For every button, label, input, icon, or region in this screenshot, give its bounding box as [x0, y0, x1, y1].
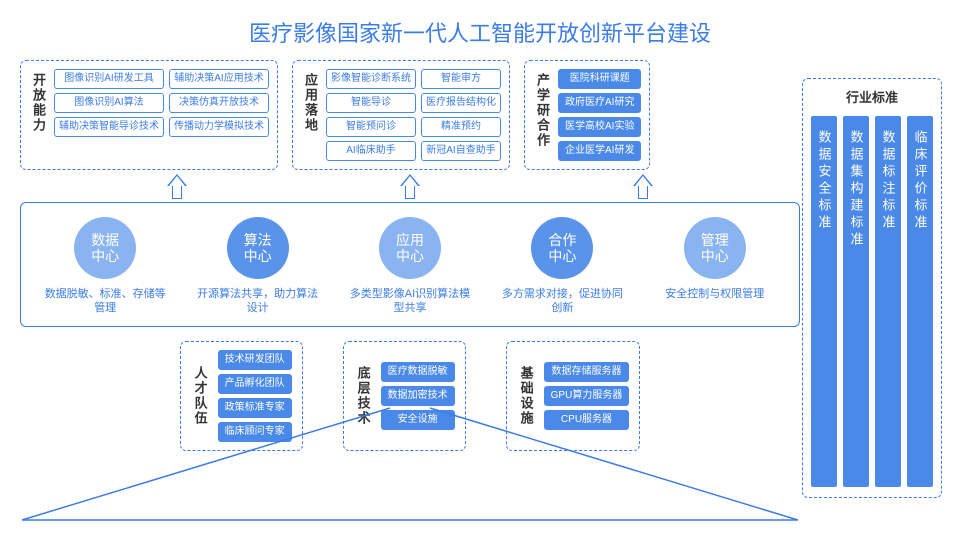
application-label: 应用落地 — [301, 69, 320, 137]
top-row: 开放能力 图像识别AI研发工具 图像识别AI算法 辅助决策智能导诊技术 辅助决策… — [20, 60, 800, 170]
chip: 临床顾问专家 — [218, 422, 292, 442]
main-diagram: 开放能力 图像识别AI研发工具 图像识别AI算法 辅助决策智能导诊技术 辅助决策… — [20, 60, 800, 520]
center-coop: 合作中心 多方需求对接，促进协同创新 — [497, 217, 627, 316]
application-box: 应用落地 影像智能诊断系统 智能导诊 智能预问诊 AI临床助手 智能审方 医疗报… — [292, 60, 510, 170]
chip: 医疗数据脱敏 — [381, 362, 455, 382]
arrow-row — [20, 176, 800, 202]
standards-sidebar: 行业标准 数据安全标准 数据集构建标准 数据标注标准 临床评价标准 — [802, 78, 942, 498]
chip: CPU服务器 — [544, 410, 630, 430]
chip: 政策标准专家 — [218, 398, 292, 418]
arrow-up-icon — [163, 176, 191, 200]
center-circle: 应用中心 — [379, 217, 441, 279]
chip: 医疗报告结构化 — [421, 93, 501, 113]
center-desc: 开源算法共享，助力算法设计 — [193, 287, 323, 316]
page-title: 医疗影像国家新一代人工智能开放创新平台建设 — [0, 0, 960, 58]
center-mgmt: 管理中心 安全控制与权限管理 — [650, 217, 780, 316]
center-circle: 管理中心 — [684, 217, 746, 279]
chip: 智能导诊 — [326, 93, 416, 113]
pillars: 数据安全标准 数据集构建标准 数据标注标准 临床评价标准 — [811, 116, 933, 487]
talent-label: 人才队伍 — [191, 362, 210, 430]
talent-box: 人才队伍 技术研发团队 产品孵化团队 政策标准专家 临床顾问专家 — [180, 341, 303, 451]
center-circle: 算法中心 — [227, 217, 289, 279]
center-desc: 安全控制与权限管理 — [665, 287, 764, 301]
centers-box: 数据中心 数据脱敏、标准、存储等管理 算法中心 开源算法共享，助力算法设计 应用… — [20, 202, 800, 327]
chip: 辅助决策AI应用技术 — [169, 69, 269, 89]
collaboration-label: 产学研合作 — [533, 69, 552, 152]
chip: 产品孵化团队 — [218, 374, 292, 394]
arrow-up-icon — [629, 176, 657, 200]
pillar: 数据集构建标准 — [843, 116, 869, 487]
chip: 影像智能诊断系统 — [326, 69, 416, 89]
chip: 医学高校AI实验 — [558, 117, 641, 137]
infra-box: 基础设施 数据存储服务器 GPU算力服务器 CPU服务器 — [506, 341, 641, 451]
infra-label: 基础设施 — [517, 362, 536, 430]
pillar: 数据安全标准 — [811, 116, 837, 487]
center-desc: 多方需求对接，促进协同创新 — [497, 287, 627, 316]
chip: 智能预问诊 — [326, 117, 416, 137]
chip: 企业医学AI研发 — [558, 141, 641, 161]
bottom-row: 人才队伍 技术研发团队 产品孵化团队 政策标准专家 临床顾问专家 底层技术 医疗… — [20, 341, 800, 451]
standards-title: 行业标准 — [846, 87, 898, 106]
chip: 图像识别AI研发工具 — [54, 69, 164, 89]
center-app: 应用中心 多类型影像AI识别算法模型共享 — [345, 217, 475, 316]
chip: 技术研发团队 — [218, 350, 292, 370]
chip: 数据加密技术 — [381, 386, 455, 406]
chip: 安全设施 — [381, 410, 455, 430]
chip: 传播动力学模拟技术 — [169, 117, 269, 137]
center-circle: 数据中心 — [74, 217, 136, 279]
center-desc: 多类型影像AI识别算法模型共享 — [345, 287, 475, 316]
chip: 辅助决策智能导诊技术 — [54, 117, 164, 137]
chip: 精准预约 — [421, 117, 501, 137]
chip: 医院科研课题 — [558, 69, 641, 89]
chip: 图像识别AI算法 — [54, 93, 164, 113]
collaboration-box: 产学研合作 医院科研课题 政府医疗AI研究 医学高校AI实验 企业医学AI研发 — [524, 60, 650, 170]
chip: AI临床助手 — [326, 141, 416, 161]
chip: 新冠AI自查助手 — [421, 141, 501, 161]
center-desc: 数据脱敏、标准、存储等管理 — [40, 287, 170, 316]
chip: 数据存储服务器 — [544, 362, 630, 382]
chip: 智能审方 — [421, 69, 501, 89]
pillar: 临床评价标准 — [907, 116, 933, 487]
center-algo: 算法中心 开源算法共享，助力算法设计 — [193, 217, 323, 316]
open-capability-box: 开放能力 图像识别AI研发工具 图像识别AI算法 辅助决策智能导诊技术 辅助决策… — [20, 60, 278, 170]
open-capability-label: 开放能力 — [29, 69, 48, 137]
arrow-up-icon — [396, 176, 424, 200]
chip: GPU算力服务器 — [544, 386, 630, 406]
center-data: 数据中心 数据脱敏、标准、存储等管理 — [40, 217, 170, 316]
tech-box: 底层技术 医疗数据脱敏 数据加密技术 安全设施 — [343, 341, 466, 451]
chip: 决策仿真开放技术 — [169, 93, 269, 113]
tech-label: 底层技术 — [354, 362, 373, 430]
center-circle: 合作中心 — [531, 217, 593, 279]
chip: 政府医疗AI研究 — [558, 93, 641, 113]
pillar: 数据标注标准 — [875, 116, 901, 487]
